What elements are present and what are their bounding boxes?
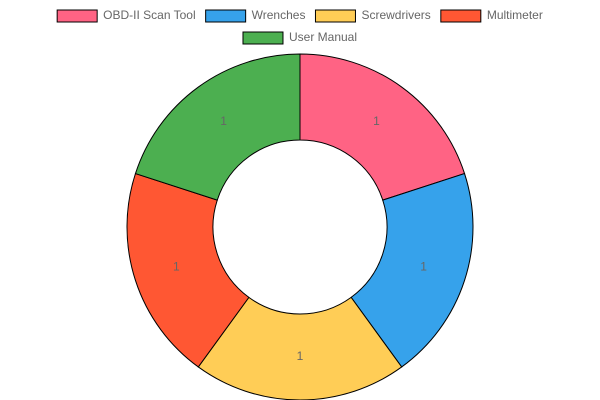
legend-item: User Manual: [242, 30, 357, 45]
legend-label: Wrenches: [252, 8, 306, 22]
legend-item: Screwdrivers: [314, 8, 431, 23]
data-label: 1: [297, 349, 304, 363]
data-label: 1: [373, 114, 380, 128]
legend-swatch: [242, 31, 284, 45]
legend-swatch: [440, 9, 482, 23]
legend-label: Screwdrivers: [361, 8, 430, 22]
legend-item: OBD-II Scan Tool: [56, 8, 196, 23]
data-label: 1: [420, 259, 427, 273]
legend-item: Wrenches: [205, 8, 306, 23]
slice: [197, 296, 403, 400]
slice: [134, 53, 301, 201]
legend-label: OBD-II Scan Tool: [103, 8, 195, 22]
slice: [299, 53, 466, 201]
data-label: 1: [173, 259, 180, 273]
slice: [350, 172, 474, 368]
legend-label: User Manual: [289, 30, 357, 44]
legend-swatch: [314, 9, 356, 23]
legend-label: Multimeter: [487, 8, 543, 22]
legend-item: Multimeter: [440, 8, 543, 23]
legend-swatch: [205, 9, 247, 23]
data-label: 1: [220, 114, 227, 128]
slice: [126, 172, 250, 368]
legend-swatch: [56, 9, 98, 23]
